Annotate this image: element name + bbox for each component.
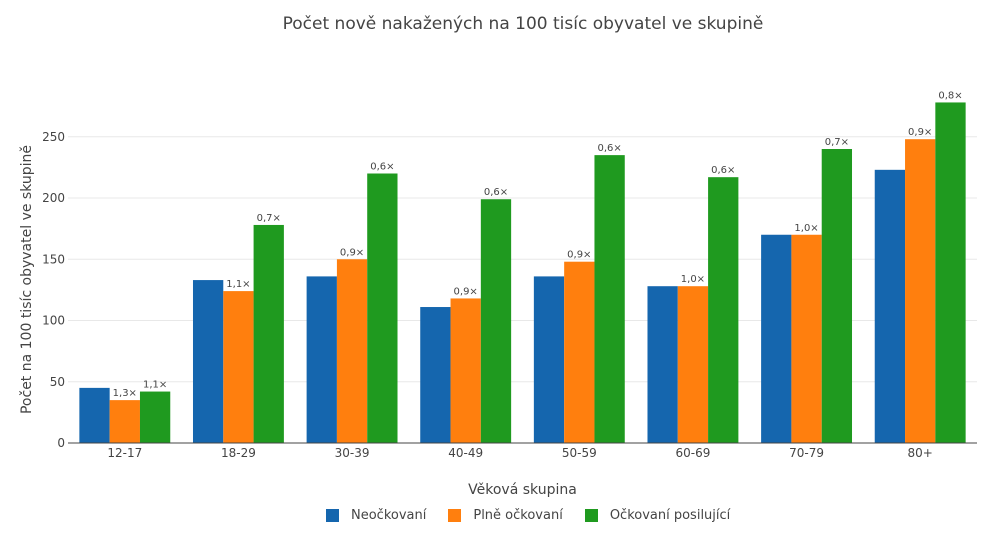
bar-data-label: 1,3× <box>113 388 137 399</box>
y-tick-label: 250 <box>42 130 65 144</box>
bar-data-label: 1,0× <box>681 274 705 285</box>
x-tick-label: 30-39 <box>335 446 370 460</box>
bar-data-label: 0,6× <box>711 165 735 176</box>
bar-data-label: 0,9× <box>454 286 478 297</box>
bar <box>821 149 853 443</box>
legend-swatch <box>448 509 462 522</box>
x-tick-label: 80+ <box>908 446 933 460</box>
bar-data-label: 1,1× <box>143 380 167 391</box>
bar <box>306 276 337 443</box>
bar <box>420 307 451 443</box>
x-tick-label: 40-49 <box>448 446 483 460</box>
y-tick-label: 200 <box>42 191 65 205</box>
y-axis-title: Počet na 100 tisíc obyvatel ve skupině <box>19 145 35 414</box>
bar-data-label: 0,6× <box>484 187 508 198</box>
bar <box>480 199 512 443</box>
bar <box>564 261 595 443</box>
legend: Neočkovaní Plně očkovaní Očkovaní posilují… <box>326 508 752 523</box>
bar-data-label: 0,6× <box>597 143 621 154</box>
bar <box>905 139 936 443</box>
bar <box>336 259 368 443</box>
bar <box>367 173 398 443</box>
bar <box>223 291 254 443</box>
x-tick-label: 18-29 <box>221 446 256 460</box>
bar <box>79 387 110 443</box>
bar <box>139 391 171 443</box>
legend-label: Očkovaní posilující <box>609 508 731 523</box>
x-tick-label: 50-59 <box>562 446 597 460</box>
bar <box>109 400 140 443</box>
chart-title: Počet nově nakažených na 100 tisíc obyva… <box>282 14 764 34</box>
bar-data-label: 0,6× <box>370 162 394 173</box>
bar <box>935 102 966 443</box>
bar <box>450 298 481 443</box>
bar <box>647 286 678 443</box>
bar-data-label: 0,9× <box>340 247 364 258</box>
legend-label: Neočkovaní <box>351 508 427 523</box>
y-tick-label: 50 <box>50 375 65 389</box>
bar-data-label: 0,8× <box>938 90 962 101</box>
bar-data-label: 0,7× <box>257 213 281 224</box>
bar <box>708 177 739 444</box>
bar-data-label: 0,9× <box>908 127 932 138</box>
legend-swatch <box>584 509 598 522</box>
legend-item[interactable]: Plně očkovaní <box>448 508 563 523</box>
bar <box>677 286 709 443</box>
y-tick-label: 100 <box>42 314 65 328</box>
x-tick-label: 60-69 <box>676 446 711 460</box>
bar <box>874 169 906 443</box>
bar-data-label: 1,1× <box>226 279 250 290</box>
bar-data-label: 1,0× <box>794 223 818 234</box>
bar <box>791 234 822 443</box>
legend-item[interactable]: Očkovaní posilující <box>584 508 731 523</box>
y-tick-label: 0 <box>57 436 65 450</box>
legend-item[interactable]: Neočkovaní <box>326 508 426 523</box>
legend-swatch <box>326 509 339 522</box>
bar-data-label: 0,9× <box>567 250 591 261</box>
x-tick-label: 70-79 <box>789 446 824 460</box>
x-tick-label: 12-17 <box>107 446 142 460</box>
bar <box>192 280 224 443</box>
x-axis-title: Věková skupina <box>468 482 577 498</box>
bar-data-label: 0,7× <box>825 137 849 148</box>
bar <box>594 155 625 443</box>
bar <box>253 224 284 443</box>
bar <box>533 276 565 443</box>
y-tick-label: 150 <box>42 252 65 266</box>
legend-label: Plně očkovaní <box>473 508 563 523</box>
bar <box>761 234 792 443</box>
